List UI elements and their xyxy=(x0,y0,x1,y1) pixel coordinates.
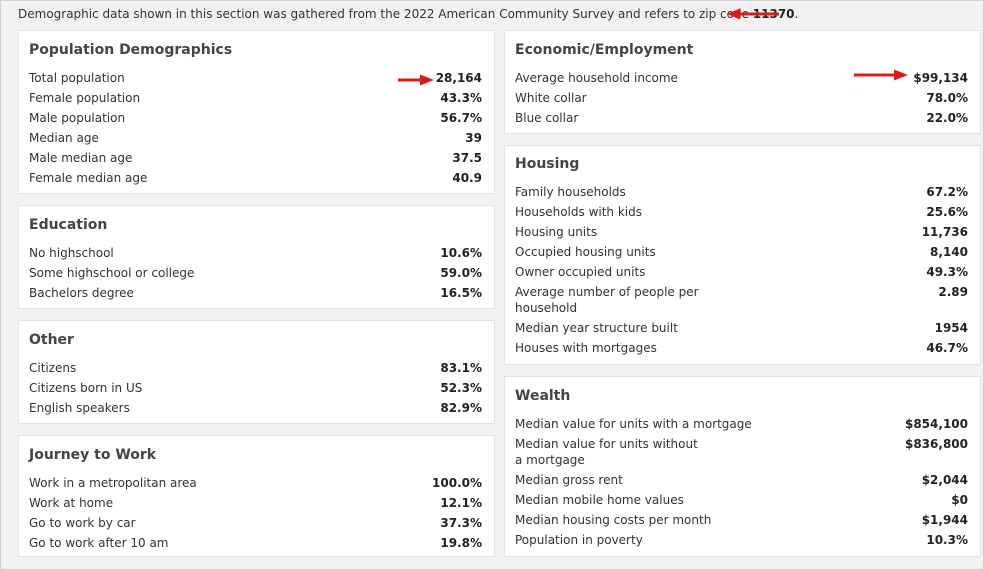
row-label: Housing units xyxy=(515,225,598,239)
row-label: Some highschool or college xyxy=(29,266,195,280)
row-value: $99,134 xyxy=(913,71,968,85)
row-label: Female median age xyxy=(29,171,148,185)
arrow-icon xyxy=(854,69,908,81)
row-value: $854,100 xyxy=(904,417,968,431)
row-value: 11,736 xyxy=(921,225,968,239)
journey-title: Journey to Work xyxy=(29,447,157,463)
row-label: Population in poverty xyxy=(515,533,643,547)
row-value: 43.3% xyxy=(440,91,482,105)
housing-card: Housing Family households 67.2% Household… xyxy=(504,145,981,365)
education-title: Education xyxy=(29,217,108,233)
row-value: 19.8% xyxy=(440,536,482,550)
row-label: Average household income xyxy=(515,71,678,85)
intro-sentence: Demographic data shown in this section w… xyxy=(18,7,753,21)
row-label: Male median age xyxy=(29,151,133,165)
row-label: Households with kids xyxy=(515,205,642,219)
row-label: Total population xyxy=(29,71,125,85)
row-label: Median age xyxy=(29,131,99,145)
row-value: 67.2% xyxy=(926,185,968,199)
row-label: Go to work by car xyxy=(29,516,136,530)
row-value: 12.1% xyxy=(440,496,482,510)
wealth-card: Wealth Median value for units with a mor… xyxy=(504,376,981,557)
row-value: 10.3% xyxy=(926,533,968,547)
row-value: $2,044 xyxy=(921,473,968,487)
row-value: 22.0% xyxy=(926,111,968,125)
row-value: 46.7% xyxy=(926,341,968,355)
other-title: Other xyxy=(29,332,74,348)
row-value: 1954 xyxy=(934,321,968,335)
population-card: Population Demographics Total population… xyxy=(18,30,495,194)
row-label: Median housing costs per month xyxy=(515,513,712,527)
row-value: $1,944 xyxy=(921,513,968,527)
row-value: 56.7% xyxy=(440,111,482,125)
journey-card: Journey to Work Work in a metropolitan a… xyxy=(18,435,495,557)
row-label: English speakers xyxy=(29,401,130,415)
row-label: Owner occupied units xyxy=(515,265,646,279)
row-label: Work at home xyxy=(29,496,114,510)
row-label: Average number of people per household xyxy=(515,285,699,315)
row-value: 59.0% xyxy=(440,266,482,280)
row-label: Median value for units without a mortgag… xyxy=(515,437,698,467)
row-value: 10.6% xyxy=(440,246,482,260)
row-value: 37.3% xyxy=(440,516,482,530)
row-value: 8,140 xyxy=(930,245,968,259)
row-value: 40.9 xyxy=(452,171,482,185)
row-value: 16.5% xyxy=(440,286,482,300)
row-label: Median mobile home values xyxy=(515,493,684,507)
row-label: Median value for units with a mortgage xyxy=(515,417,752,431)
row-label: Median year structure built xyxy=(515,321,678,335)
row-value: 52.3% xyxy=(440,381,482,395)
row-label: Go to work after 10 am xyxy=(29,536,169,550)
row-value: $0 xyxy=(951,493,968,507)
row-value: 25.6% xyxy=(926,205,968,219)
row-label: White collar xyxy=(515,91,587,105)
row-label: Citizens born in US xyxy=(29,381,143,395)
intro-period: . xyxy=(794,7,799,21)
arrow-icon xyxy=(398,74,434,86)
economic-title: Economic/Employment xyxy=(515,42,694,58)
wealth-title: Wealth xyxy=(515,388,571,404)
arrow-icon xyxy=(727,8,779,20)
other-card: Other Citizens 83.1% Citizens born in US 5… xyxy=(18,320,495,424)
row-value: 2.89 xyxy=(938,285,968,299)
row-label: Occupied housing units xyxy=(515,245,656,259)
row-value: 49.3% xyxy=(926,265,968,279)
population-title: Population Demographics xyxy=(29,42,233,58)
row-label: Citizens xyxy=(29,361,77,375)
row-label: Houses with mortgages xyxy=(515,341,657,355)
row-label: No highschool xyxy=(29,246,114,260)
row-value: 100.0% xyxy=(432,476,482,490)
row-value: 83.1% xyxy=(440,361,482,375)
row-label: Family households xyxy=(515,185,626,199)
row-value: 39 xyxy=(465,131,482,145)
row-label: Median gross rent xyxy=(515,473,623,487)
row-label: Work in a metropolitan area xyxy=(29,476,197,490)
economic-card: Economic/Employment Average household in… xyxy=(504,30,981,134)
row-value: 78.0% xyxy=(926,91,968,105)
row-label: Bachelors degree xyxy=(29,286,134,300)
row-label: Female population xyxy=(29,91,141,105)
housing-title: Housing xyxy=(515,156,580,172)
row-value: 28,164 xyxy=(435,71,482,85)
row-label: Male population xyxy=(29,111,126,125)
row-value: 82.9% xyxy=(440,401,482,415)
intro-text: Demographic data shown in this section w… xyxy=(18,6,798,22)
row-value: $836,800 xyxy=(904,437,968,451)
education-card: Education No highschool 10.6% Some highsc… xyxy=(18,205,495,309)
row-value: 37.5 xyxy=(452,151,482,165)
row-label: Blue collar xyxy=(515,111,579,125)
